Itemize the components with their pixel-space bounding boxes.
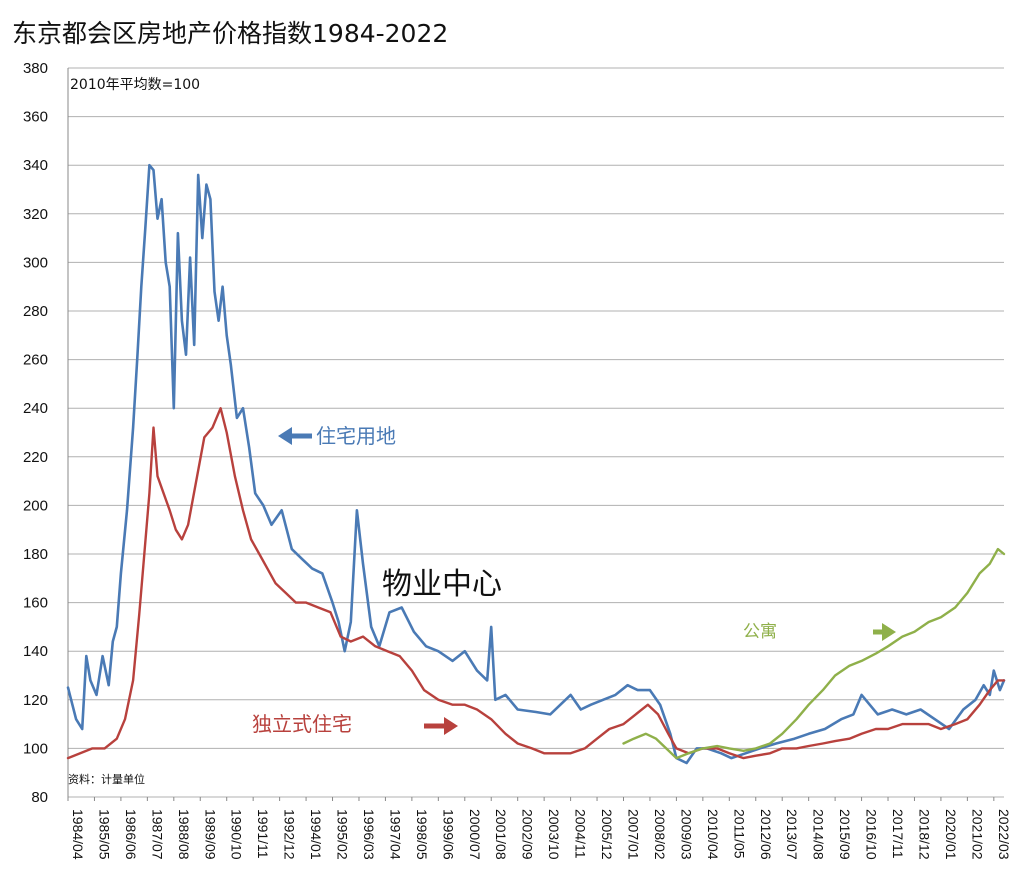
x-tick-label: 1987/07 — [149, 809, 165, 860]
y-tick-label: 340 — [23, 157, 48, 174]
x-tick-label: 2012/06 — [758, 809, 774, 860]
x-tick-label: 2009/03 — [678, 809, 694, 860]
x-tick-label: 2014/08 — [811, 809, 827, 860]
y-tick-label: 180 — [23, 546, 48, 563]
y-tick-label: 260 — [23, 352, 48, 369]
baseline-note: 2010年平均数=100 — [70, 77, 200, 93]
x-tick-label: 1991/11 — [255, 809, 271, 859]
x-tick-label: 1996/03 — [361, 809, 377, 860]
x-tick-label: 1984/04 — [70, 809, 86, 860]
y-tick-label: 280 — [23, 303, 48, 320]
y-tick-label: 360 — [23, 109, 48, 126]
x-tick-label: 2008/02 — [652, 809, 668, 860]
x-tick-label: 2007/01 — [625, 809, 641, 860]
x-tick-label: 1989/09 — [202, 809, 218, 860]
y-tick-label: 300 — [23, 254, 48, 271]
x-tick-label: 2020/01 — [943, 809, 959, 860]
x-tick-label: 2015/09 — [837, 809, 853, 860]
x-tick-label: 1999/06 — [440, 809, 456, 860]
y-tick-label: 320 — [23, 206, 48, 223]
x-tick-label: 2011/05 — [731, 809, 747, 859]
x-tick-label: 1988/08 — [176, 809, 192, 860]
y-tick-label: 140 — [23, 643, 48, 660]
series-line-house — [66, 407, 1006, 760]
x-tick-label: 1990/10 — [229, 809, 245, 860]
series-line-apartment — [622, 547, 1006, 760]
x-tick-label: 2021/02 — [969, 809, 985, 860]
x-tick-label: 1986/06 — [123, 809, 139, 860]
y-tick-label: 380 — [23, 60, 48, 77]
x-tick-label: 2005/12 — [599, 809, 615, 860]
x-tick-label: 2022/03 — [996, 809, 1012, 860]
y-axis-ticks: 80 100 120 140 160 180 200 220 240 260 280 300 320 34… — [23, 60, 48, 806]
y-tick-label: 220 — [23, 449, 48, 466]
source-note: 资料：计量单位 — [68, 772, 145, 786]
x-tick-label: 2018/12 — [916, 809, 932, 860]
x-tick-label: 1998/05 — [414, 809, 430, 860]
x-tick-label: 2013/07 — [784, 809, 800, 860]
y-tick-label: 240 — [23, 400, 48, 417]
land-arrow-icon — [278, 427, 312, 445]
x-axis-ticks: 1984/04 1985/05 1986/06 1987/07 1988/08 1989/… — [67, 797, 1012, 860]
y-tick-label: 200 — [23, 497, 48, 514]
y-tick-label: 120 — [23, 692, 48, 709]
y-tick-label: 160 — [23, 595, 48, 612]
x-tick-label: 1985/05 — [96, 809, 112, 860]
watermark-label: 物业中心 — [382, 567, 502, 602]
series-label-land: 住宅用地 — [316, 424, 396, 448]
x-tick-label: 1994/01 — [308, 809, 324, 860]
chart-title: 东京都会区房地产价格指数1984-2022 — [12, 19, 449, 48]
y-tick-label: 100 — [23, 740, 48, 757]
x-tick-label: 2004/11 — [573, 809, 589, 859]
x-tick-label: 2000/07 — [467, 809, 483, 860]
x-tick-label: 2003/10 — [546, 809, 562, 860]
series-label-house: 独立式住宅 — [252, 712, 352, 736]
grid-lines — [67, 67, 1004, 798]
x-tick-label: 2010/04 — [705, 809, 721, 860]
series-line-land — [66, 163, 1006, 765]
x-tick-label: 1997/04 — [387, 809, 403, 860]
y-tick-label: 80 — [31, 789, 48, 806]
apartment-arrow-icon — [873, 623, 896, 641]
series-lines — [66, 163, 1006, 765]
series-label-apartment: 公寓 — [743, 622, 777, 642]
x-tick-label: 2002/09 — [520, 809, 536, 860]
x-tick-label: 1992/12 — [282, 809, 298, 860]
house-arrow-icon — [424, 717, 458, 735]
x-tick-label: 2016/10 — [864, 809, 880, 860]
x-tick-label: 1995/02 — [335, 809, 351, 860]
x-tick-label: 2017/11 — [890, 809, 906, 859]
x-tick-label: 2001/08 — [493, 809, 509, 860]
